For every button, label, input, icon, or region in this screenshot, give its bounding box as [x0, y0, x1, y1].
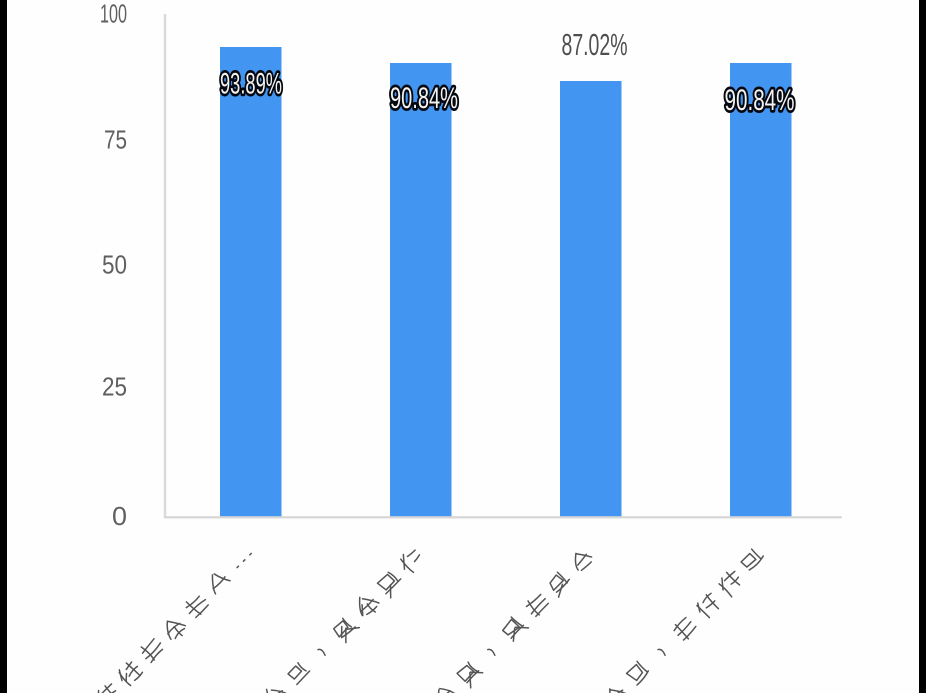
svg-text:87.02%: 87.02%: [562, 27, 628, 62]
svg-text:93.89%: 93.89%: [220, 68, 282, 101]
svg-text:25: 25: [102, 372, 127, 402]
svg-text:100: 100: [100, 0, 127, 29]
svg-text:0: 0: [112, 501, 127, 531]
svg-text:75: 75: [104, 125, 127, 155]
svg-text:50: 50: [102, 250, 127, 280]
svg-text:90.84%: 90.84%: [390, 82, 458, 115]
svg-text:90.84%: 90.84%: [725, 84, 795, 117]
